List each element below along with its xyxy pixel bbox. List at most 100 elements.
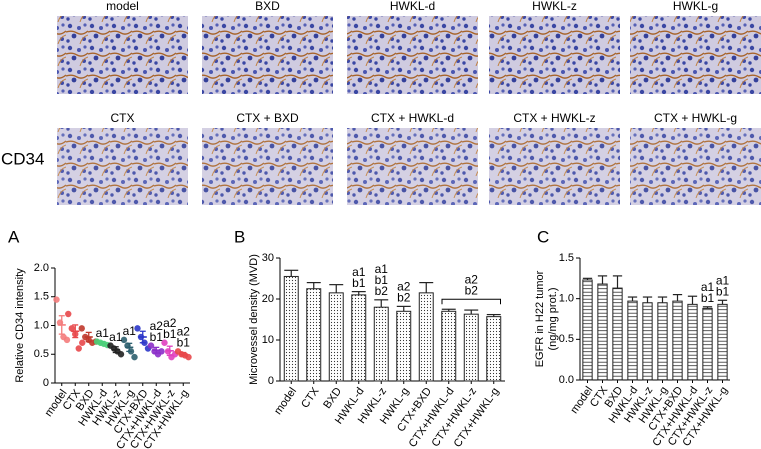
- significance-label: a2: [150, 319, 164, 333]
- significance-label: b1: [716, 284, 730, 298]
- bar: [396, 310, 412, 382]
- y-tick-label: 1.0: [34, 319, 49, 331]
- data-point: [53, 296, 60, 303]
- micrograph: [202, 16, 333, 94]
- bar: [657, 302, 668, 381]
- row-label: CD34: [1, 149, 44, 168]
- micrograph-label: HWKL-d: [390, 0, 435, 13]
- significance-label: b1: [352, 276, 366, 290]
- significance-label: b1: [375, 273, 389, 287]
- micrograph-label: CTX + HWKL-g: [654, 111, 737, 125]
- significance-label: a2: [465, 272, 479, 286]
- y-axis-label: Microvessel density (MVD): [248, 254, 260, 385]
- bar: [463, 313, 479, 382]
- y-axis-label: Relative CD34 intensity: [14, 268, 26, 383]
- data-point: [63, 336, 71, 344]
- micrograph-label: CTX + HWKL-z: [513, 111, 595, 125]
- y-tick-label: 0.5: [34, 348, 49, 360]
- bar: [306, 288, 322, 382]
- micrograph: [489, 128, 620, 205]
- bar: [283, 275, 299, 382]
- significance-label: b1: [150, 330, 164, 344]
- significance-label: a1: [96, 326, 110, 340]
- micrograph-label: CTX: [111, 111, 135, 125]
- micrograph: [57, 16, 188, 94]
- y-tick-label: 0: [43, 377, 49, 389]
- bar: [642, 302, 653, 381]
- significance-label: a1: [109, 330, 123, 344]
- significance-label: a2: [163, 316, 177, 330]
- data-point: [68, 325, 75, 332]
- data-point: [78, 325, 85, 332]
- data-point: [147, 342, 155, 349]
- data-point: [65, 310, 72, 318]
- bar: [373, 306, 389, 382]
- data-point: [131, 353, 138, 361]
- significance-label: a1: [123, 324, 137, 338]
- micrograph: [347, 128, 478, 205]
- x-tick-label: CTX: [299, 385, 322, 410]
- significance-label: a1: [701, 280, 715, 294]
- y-tick-label: 1.0: [559, 293, 574, 305]
- bar: [441, 310, 457, 382]
- y-tick-label: 10: [262, 334, 274, 346]
- bar: [328, 292, 344, 382]
- micrograph-label: CTX + HWKL-d: [371, 111, 454, 125]
- bar: [702, 307, 713, 381]
- significance-label: a1: [352, 265, 366, 279]
- bar: [672, 300, 683, 381]
- data-point: [185, 353, 192, 361]
- significance-label: b2: [465, 283, 479, 297]
- data-point: [161, 339, 168, 346]
- y-tick-label: 0.5: [559, 333, 574, 345]
- panel-letter: A: [8, 227, 20, 246]
- micrograph: [347, 16, 478, 94]
- data-point: [158, 348, 165, 355]
- micrograph-label: HWKL-z: [532, 0, 577, 13]
- micrograph-label: CTX + BXD: [236, 111, 299, 125]
- bar: [486, 316, 502, 382]
- bar: [717, 303, 728, 381]
- micrograph-label: HWKL-g: [673, 0, 718, 13]
- panel-letter: C: [537, 227, 549, 246]
- bar: [612, 287, 623, 381]
- bracket: [441, 298, 501, 305]
- y-tick-label: 0: [268, 375, 274, 387]
- micrograph: [202, 128, 333, 205]
- micrograph: [489, 16, 620, 94]
- micrograph: [630, 16, 761, 94]
- significance-label: b2: [375, 284, 389, 298]
- data-point: [79, 339, 86, 346]
- panel-letter: B: [234, 227, 245, 246]
- bar: [687, 303, 698, 381]
- significance-label: a2: [177, 325, 191, 339]
- bar: [582, 279, 593, 381]
- micrograph: [57, 128, 188, 205]
- bar: [627, 300, 638, 381]
- data-point: [120, 336, 128, 344]
- micrograph: [630, 128, 761, 205]
- y-tick-label: 20: [262, 293, 274, 305]
- significance-label: a2: [397, 280, 411, 294]
- y-tick-label: 1.5: [559, 252, 574, 264]
- bar: [351, 294, 367, 382]
- micrograph-label: model: [106, 0, 139, 13]
- x-tick-label: model: [272, 386, 299, 417]
- significance-label: b2: [397, 291, 411, 305]
- y-axis-label: EGFR in H22 tumor: [534, 270, 546, 367]
- significance-label: a1: [716, 273, 730, 287]
- y-axis-label: (ng/mg prot.): [547, 288, 559, 351]
- y-tick-label: 2.0: [34, 262, 49, 274]
- significance-label: b1: [701, 291, 715, 305]
- y-tick-label: 0.0: [559, 374, 574, 386]
- y-tick-label: 1.5: [34, 291, 49, 303]
- bar: [597, 283, 608, 381]
- significance-label: b1: [163, 327, 177, 341]
- significance-label: b1: [177, 336, 191, 350]
- micrograph-label: BXD: [255, 0, 280, 13]
- data-point: [117, 351, 125, 358]
- data-point: [134, 325, 141, 332]
- bar: [418, 292, 434, 382]
- y-tick-label: 30: [262, 252, 274, 264]
